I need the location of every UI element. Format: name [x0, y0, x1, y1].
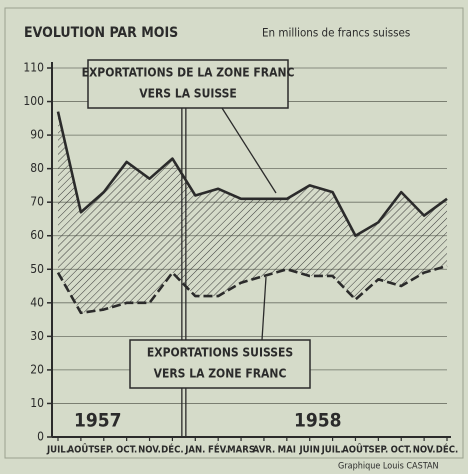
- y-tick-label: 20: [30, 362, 44, 376]
- annotation-box: [87, 59, 289, 109]
- x-tick-label: JAN.: [184, 445, 205, 456]
- annotation-text: VERS LA SUISSE: [139, 87, 237, 101]
- x-tick-label: SEP.: [368, 445, 388, 456]
- y-tick-label: 110: [23, 61, 44, 75]
- series-line: [56, 111, 448, 238]
- x-tick-label: DÉC.: [436, 444, 458, 456]
- y-tick-label: 40: [30, 295, 44, 309]
- x-tick-label: OCT.: [391, 445, 412, 456]
- x-tick-label: AOÛT: [68, 444, 95, 456]
- year-label: 1957: [74, 410, 122, 432]
- x-tick-label: JUIL.: [321, 445, 344, 456]
- x-tick-label: DÉC.: [161, 444, 183, 456]
- x-tick-label: AOÛT: [342, 444, 369, 456]
- y-tick-label: 30: [30, 329, 44, 343]
- x-tick-label: JUIN: [298, 445, 319, 456]
- chart-title: EVOLUTION PAR MOIS: [24, 25, 178, 41]
- x-tick-label: JUIL.: [46, 445, 69, 456]
- leader-line: [221, 107, 277, 194]
- y-tick-label: 60: [30, 228, 44, 242]
- x-tick-label: OCT.: [116, 445, 137, 456]
- series-line: [56, 264, 448, 315]
- y-tick-label: 80: [30, 161, 44, 175]
- hatch-fill: [58, 111, 447, 313]
- leader-line: [261, 276, 267, 341]
- x-tick-label: NOV.: [413, 445, 436, 456]
- y-tick-label: 70: [30, 195, 44, 209]
- annotation-text: EXPORTATIONS DE LA ZONE FRANC: [82, 66, 295, 80]
- chart-subtitle: En millions de francs suisses: [262, 26, 410, 40]
- y-tick-label: 0: [37, 430, 44, 444]
- y-tick-label: 10: [30, 396, 44, 410]
- annotation-text: EXPORTATIONS SUISSES: [147, 346, 293, 360]
- y-tick-label: 100: [23, 94, 44, 108]
- frame: [4, 7, 464, 459]
- year-label: 1958: [294, 410, 342, 432]
- x-tick-label: FÉV.: [208, 444, 228, 456]
- x-tick-label: MAI: [278, 445, 296, 456]
- x-tick-label: SEP.: [94, 445, 114, 456]
- y-tick-label: 90: [30, 128, 44, 142]
- credit: Graphique Louis CASTAN: [338, 462, 439, 472]
- y-tick-label: 50: [30, 262, 44, 276]
- x-tick-label: MARS: [227, 445, 255, 456]
- x-tick-label: NOV.: [138, 445, 161, 456]
- annotation-box: [129, 339, 311, 389]
- annotation-text: VERS LA ZONE FRANC: [154, 367, 287, 381]
- x-tick-label: AVR.: [253, 445, 276, 456]
